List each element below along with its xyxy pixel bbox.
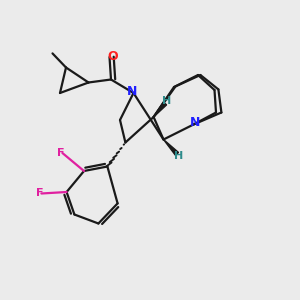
Text: F: F [36, 188, 44, 199]
Text: N: N [190, 116, 200, 130]
Text: N: N [127, 85, 137, 98]
Text: H: H [162, 96, 171, 106]
Polygon shape [154, 102, 166, 117]
Text: O: O [108, 50, 118, 63]
Text: H: H [174, 151, 183, 161]
Polygon shape [164, 140, 178, 155]
Text: F: F [57, 148, 65, 158]
